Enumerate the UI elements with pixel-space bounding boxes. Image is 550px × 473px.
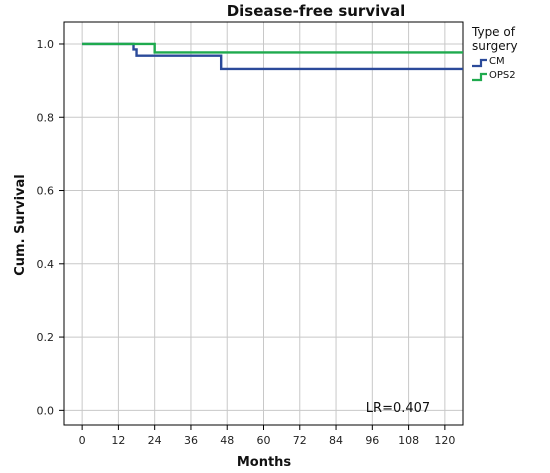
log-rank-annotation: LR=0.407 xyxy=(366,401,430,416)
x-tick-label: 72 xyxy=(293,434,307,447)
x-tick-label: 0 xyxy=(79,434,86,447)
chart-title: Disease-free survival xyxy=(227,2,406,20)
x-tick-label: 36 xyxy=(184,434,198,447)
y-tick-label: 0.2 xyxy=(37,331,55,344)
legend-title-line-2: surgery xyxy=(472,39,518,53)
legend-swatch-ops2 xyxy=(472,72,487,82)
x-tick-label: 96 xyxy=(365,434,379,447)
y-axis-label: Cum. Survival xyxy=(13,174,28,275)
x-axis-label: Months xyxy=(237,455,292,470)
x-tick-label: 12 xyxy=(111,434,125,447)
series-line-ops2 xyxy=(82,42,463,54)
legend-swatch-cm xyxy=(472,58,487,68)
x-tick-label: 84 xyxy=(329,434,343,447)
x-tick-label: 24 xyxy=(148,434,162,447)
x-tick-label: 48 xyxy=(220,434,234,447)
grid xyxy=(64,22,463,425)
legend: Type of surgery CM OPS2 xyxy=(471,25,518,82)
legend-label-ops2: OPS2 xyxy=(489,70,516,81)
legend-title-line-1: Type of xyxy=(471,25,516,39)
x-tick-label: 60 xyxy=(257,434,271,447)
x-tick-label: 120 xyxy=(434,434,455,447)
y-tick-label: 0.0 xyxy=(37,404,55,417)
y-axis-ticks: 0.0 0.2 0.4 0.6 0.8 1.0 xyxy=(37,38,64,417)
legend-label-cm: CM xyxy=(489,56,505,67)
x-axis-ticks: 0 12 24 36 48 60 72 84 96 108 120 xyxy=(79,425,455,447)
y-tick-label: 1.0 xyxy=(37,38,55,51)
x-tick-label: 108 xyxy=(398,434,419,447)
y-tick-label: 0.6 xyxy=(37,185,55,198)
series-line-cm xyxy=(82,42,463,71)
legend-entries: CM OPS2 xyxy=(472,56,516,82)
y-tick-label: 0.4 xyxy=(37,258,55,271)
y-tick-label: 0.8 xyxy=(37,111,55,124)
series-lines xyxy=(82,42,463,71)
